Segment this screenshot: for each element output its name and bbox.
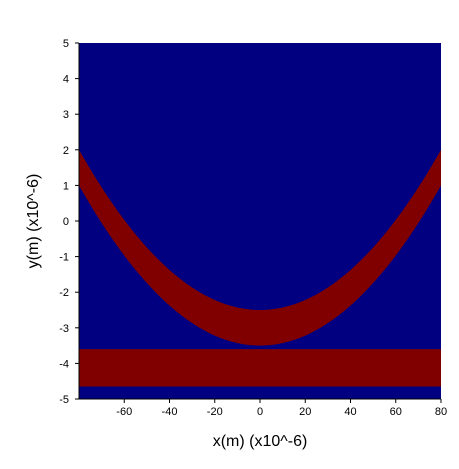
x-tick-label: -60 xyxy=(116,406,132,418)
x-tick-label: -40 xyxy=(162,406,178,418)
x-tick-label: 80 xyxy=(435,406,447,418)
horizontal-waveguide-region xyxy=(79,349,441,387)
x-tick-label: 20 xyxy=(299,406,311,418)
y-tick-label: -4 xyxy=(59,358,69,370)
x-tick-label: 60 xyxy=(390,406,402,418)
y-tick-label: -1 xyxy=(59,252,69,264)
x-axis-label: x(m) (x10^-6) xyxy=(213,433,308,450)
y-tick-label: -2 xyxy=(59,287,69,299)
y-axis-label: y(m) (x10^-6) xyxy=(25,174,42,269)
x-tick-label: 0 xyxy=(257,406,263,418)
y-tick-label: 4 xyxy=(63,74,69,86)
y-axis: -5 -4 -3 -2 -1 0 1 2 3 4 5 xyxy=(59,38,80,406)
y-tick-label: 0 xyxy=(63,216,69,228)
y-tick-label: 2 xyxy=(63,145,69,157)
x-tick-label: 40 xyxy=(344,406,356,418)
plot-area xyxy=(79,43,441,399)
x-tick-label: -20 xyxy=(207,406,223,418)
y-tick-label: 1 xyxy=(63,180,69,192)
y-tick-label: -5 xyxy=(59,394,69,406)
parabolic-waveguide-region xyxy=(79,149,441,346)
x-axis: -60 -40 -20 0 20 40 60 80 xyxy=(79,398,447,418)
y-tick-label: 3 xyxy=(63,109,69,121)
y-tick-label: -3 xyxy=(59,323,69,335)
y-tick-label: 5 xyxy=(63,38,69,50)
